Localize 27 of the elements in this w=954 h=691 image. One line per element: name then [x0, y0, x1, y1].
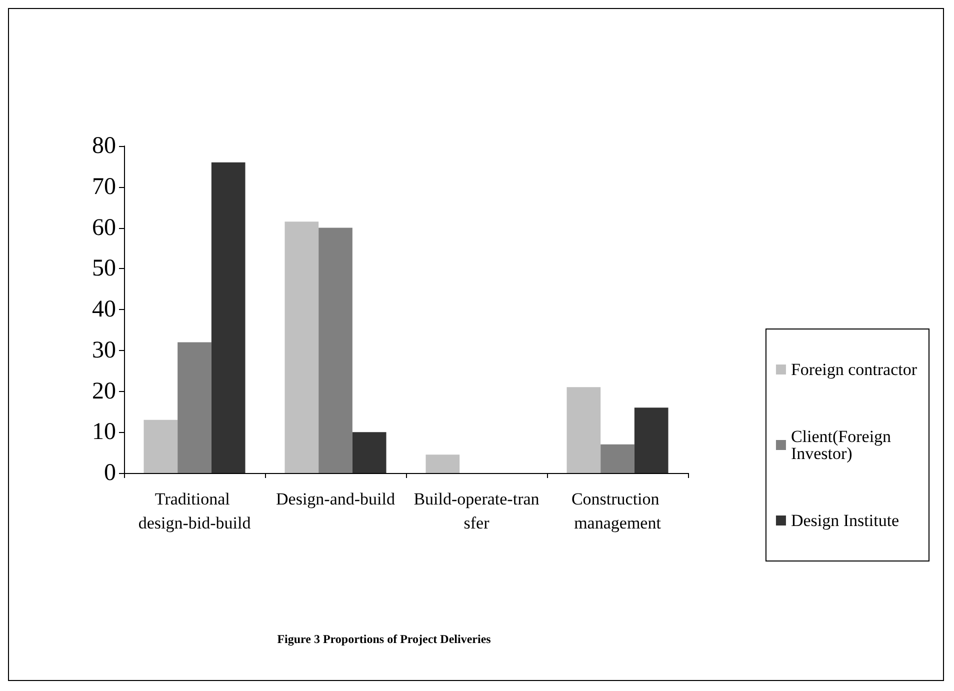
bar — [426, 454, 460, 473]
legend-label: Design Institute — [790, 511, 900, 530]
x-tick-label: Traditional design-bid-build — [138, 490, 252, 532]
y-tick-label: 70 — [92, 174, 116, 200]
bar — [144, 420, 178, 473]
x-tick-label: Build-operate-transfer — [414, 490, 540, 532]
y-tick-label: 0 — [104, 460, 116, 486]
bar — [211, 162, 246, 473]
bar — [634, 408, 668, 473]
y-tick-label: 40 — [92, 296, 116, 322]
y-tick-label: 10 — [92, 419, 116, 446]
x-tick-label: Construction management — [571, 490, 664, 532]
y-tick-label: 30 — [92, 337, 116, 364]
bar — [178, 342, 212, 473]
bar — [318, 228, 352, 473]
bar — [566, 387, 601, 473]
bar — [284, 222, 319, 473]
y-tick-label: 60 — [92, 214, 116, 241]
bar — [352, 432, 386, 473]
bar — [600, 444, 634, 473]
legend-label: Client(Foreign Investor) — [790, 427, 896, 463]
y-tick-label: 80 — [92, 133, 116, 159]
legend-label: Foreign contractor — [790, 360, 918, 379]
text: Figure 3 Proportions of Project Deliveries — [277, 632, 492, 646]
y-tick-label: 20 — [92, 378, 116, 404]
x-tick-label: Design-and-build — [276, 490, 396, 508]
y-tick-label: 50 — [92, 256, 116, 282]
